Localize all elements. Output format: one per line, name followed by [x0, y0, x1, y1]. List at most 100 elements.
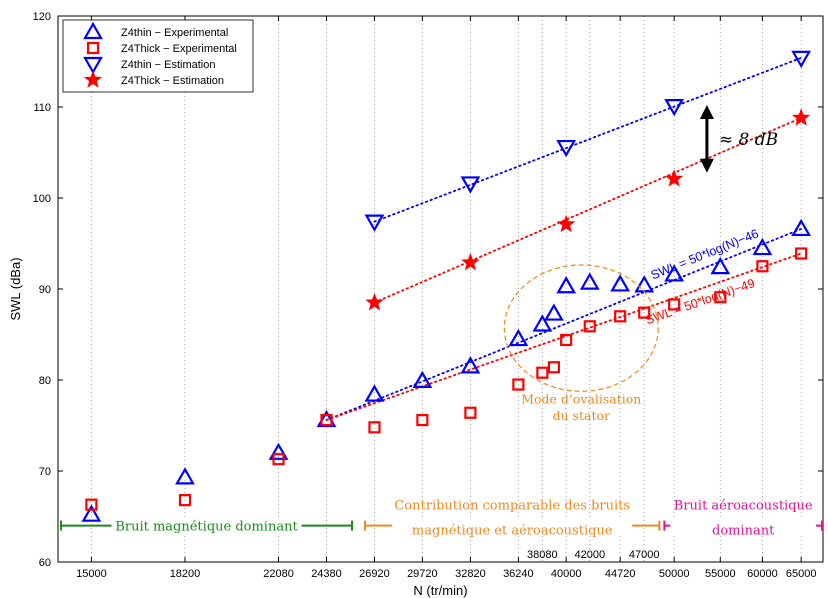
point-triangle-up — [791, 218, 812, 237]
point-triangle-down — [664, 98, 685, 117]
region-label-bg — [392, 517, 633, 535]
x-tick-label-extra: 38080 — [527, 549, 558, 561]
axes: 60 70 80 90 100 110 120 15000 18200 22080 24380 269… — [8, 11, 824, 598]
region-label: Contribution comparable des bruits — [394, 499, 630, 514]
point-triangle-up — [508, 328, 529, 347]
gap-label: ≈ 8 dB — [719, 130, 778, 150]
point-square — [464, 406, 477, 419]
point-star — [556, 214, 576, 233]
legend-entry: Z4Thick − Experimental — [121, 43, 237, 55]
x-tick-label: 18200 — [170, 568, 201, 580]
y-tick-label: 110 — [33, 102, 51, 114]
y-axis-label: SWL (dBa) — [8, 257, 23, 320]
point-triangle-up — [752, 237, 773, 256]
y-tick-label: 100 — [33, 193, 51, 205]
point-square — [86, 41, 100, 55]
x-tick-label: 55000 — [705, 568, 736, 580]
point-star — [83, 70, 103, 88]
ellipse-label: Mode d’ovalisation — [521, 392, 641, 407]
plot-frame — [57, 15, 824, 563]
legend-entry: Z4thin − Experimental — [121, 27, 228, 39]
point-triangle-up — [544, 303, 564, 321]
x-axis-label: N (tr/min) — [413, 583, 467, 598]
point-triangle-up — [81, 504, 102, 522]
point-triangle-up — [664, 264, 685, 282]
fit-line — [325, 252, 803, 421]
point-triangle-up — [412, 370, 433, 389]
region-label: Bruit magnétique dominant — [115, 520, 298, 535]
region-label: dominant — [712, 524, 775, 539]
point-square — [416, 413, 429, 427]
legend-entry: Z4thin − Estimation — [121, 59, 215, 71]
x-tick-label: 15000 — [76, 568, 107, 580]
point-triangle-up — [610, 274, 631, 292]
point-triangle-down — [556, 139, 577, 158]
point-square — [714, 291, 727, 304]
point-square — [536, 366, 549, 379]
point-square — [512, 378, 525, 391]
point-square — [614, 310, 627, 323]
y-tick-label: 120 — [33, 11, 51, 23]
point-triangle-down — [791, 50, 812, 69]
x-tick-label: 29720 — [407, 568, 438, 580]
point-triangle-up — [268, 442, 289, 460]
point-star — [792, 108, 811, 126]
point-square — [178, 494, 192, 507]
point-square — [560, 333, 573, 347]
x-tick-label: 26920 — [359, 568, 390, 580]
grid-lines — [90, 16, 802, 562]
x-tick-label: 40000 — [551, 568, 582, 580]
point-square — [320, 413, 333, 427]
region-label: Bruit aéroacoustique — [674, 499, 813, 514]
point-square — [583, 320, 596, 333]
data-marks — [81, 50, 812, 522]
ellipse-label: du stator — [553, 408, 610, 423]
point-triangle-up — [710, 256, 731, 275]
y-tick-label: 80 — [39, 375, 51, 387]
x-tick-label: 24380 — [311, 568, 342, 580]
x-tick-label: 65000 — [786, 568, 817, 580]
point-star — [665, 169, 684, 187]
point-square — [272, 453, 285, 466]
point-star — [365, 293, 384, 311]
point-triangle-down — [460, 176, 481, 194]
point-square — [668, 298, 681, 311]
point-square — [638, 306, 651, 319]
point-triangle-up — [460, 356, 481, 374]
point-triangle-up — [364, 384, 385, 402]
region-label-bg — [111, 517, 302, 535]
point-triangle-down — [83, 56, 103, 75]
point-square — [85, 498, 98, 511]
gap-arrow-head-down — [699, 158, 714, 173]
point-square — [795, 247, 808, 260]
fit-line — [373, 56, 803, 223]
fit-label: SWL = 50*log(N)−49 — [644, 276, 757, 327]
y-tick-label: 70 — [39, 466, 51, 478]
point-star — [461, 252, 480, 271]
gap-arrow-head-up — [699, 105, 714, 119]
x-tick-label: 44720 — [605, 568, 636, 580]
region-label: magnétique et aéroacoustique — [412, 524, 613, 539]
point-triangle-up — [83, 21, 103, 40]
point-triangle-down — [364, 214, 385, 232]
x-tick-label: 50000 — [659, 568, 690, 580]
region-label-bg — [670, 517, 816, 535]
legend-entry: Z4Thick − Estimation — [121, 75, 224, 87]
y-tick-label: 90 — [39, 284, 51, 296]
point-triangle-up — [532, 314, 553, 332]
point-square — [547, 361, 561, 374]
x-tick-label: 36240 — [503, 568, 534, 580]
x-tick-label: 22080 — [263, 568, 294, 580]
legend: Z4thin − Experimental Z4Thick − Experimen… — [62, 19, 254, 93]
point-square — [756, 260, 769, 273]
point-triangle-up — [175, 467, 195, 485]
y-tick-label: 60 — [39, 557, 51, 569]
point-triangle-up — [556, 276, 577, 294]
ellipse-highlight — [503, 264, 659, 392]
x-tick-label: 60000 — [747, 568, 778, 580]
x-tick-label-extra: 42000 — [574, 549, 605, 561]
point-square — [368, 421, 381, 434]
